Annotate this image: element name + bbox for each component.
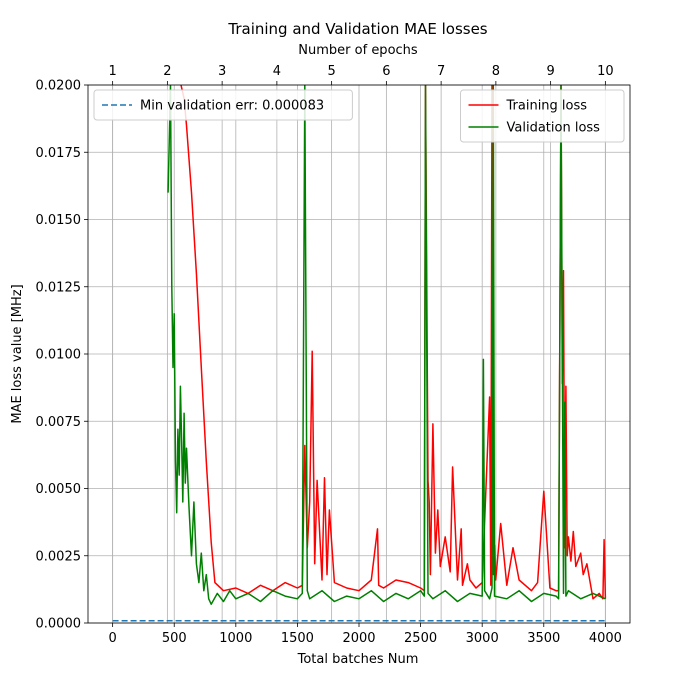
top-x-tick-label: 8 bbox=[492, 64, 500, 79]
x-tick-label: 0 bbox=[108, 631, 116, 646]
top-x-tick-label: 9 bbox=[546, 64, 554, 79]
series-layer bbox=[112, 85, 607, 622]
top-x-tick-label: 5 bbox=[327, 64, 335, 79]
top-x-axis-label: Number of epochs bbox=[298, 43, 418, 58]
legend-label: Min validation err: 0.000083 bbox=[140, 99, 324, 114]
x-axis-label: Total batches Num bbox=[297, 652, 419, 667]
x-tick-label: 3500 bbox=[527, 631, 560, 646]
y-tick-label: 0.0050 bbox=[36, 482, 82, 497]
legend-label: Training loss bbox=[506, 99, 588, 114]
y-tick-label: 0.0000 bbox=[36, 617, 82, 632]
legend-box bbox=[93, 89, 353, 121]
top-x-tick-label: 1 bbox=[108, 64, 116, 79]
top-x-tick-label: 10 bbox=[597, 64, 614, 79]
x-tick-label: 2000 bbox=[342, 631, 375, 646]
x-tick-label: 1500 bbox=[281, 631, 314, 646]
ticks: 0 500 1000 1500 2000 2500 3000 3500 4000 1 2 3 4 5 6 7 8… bbox=[36, 64, 622, 646]
top-x-tick-label: 2 bbox=[163, 64, 171, 79]
top-x-tick-label: 4 bbox=[273, 64, 281, 79]
chart-title: Training and Validation MAE losses bbox=[227, 20, 487, 38]
y-tick-label: 0.0100 bbox=[36, 348, 82, 363]
y-tick-label: 0.0125 bbox=[36, 280, 82, 295]
legend-left: Min validation err: 0.000083 bbox=[93, 89, 353, 121]
y-tick-label: 0.0075 bbox=[36, 415, 82, 430]
series-line-validation-loss bbox=[167, 85, 606, 605]
top-x-tick-label: 7 bbox=[437, 64, 445, 79]
legends: Min validation err: 0.000083 Training los… bbox=[93, 89, 625, 143]
series-line-training-loss bbox=[180, 85, 607, 600]
y-tick-label: 0.0175 bbox=[36, 146, 82, 161]
y-tick-label: 0.0150 bbox=[36, 213, 82, 228]
top-x-tick-label: 3 bbox=[218, 64, 226, 79]
x-tick-label: 3000 bbox=[466, 631, 499, 646]
y-tick-label: 0.0025 bbox=[36, 549, 82, 564]
legend-box bbox=[460, 89, 625, 143]
x-tick-label: 2500 bbox=[404, 631, 437, 646]
legend-right: Training loss Validation loss bbox=[460, 89, 625, 143]
x-tick-label: 4000 bbox=[589, 631, 622, 646]
legend-label: Validation loss bbox=[507, 121, 601, 136]
x-tick-label: 500 bbox=[162, 631, 187, 646]
x-tick-label: 1000 bbox=[219, 631, 252, 646]
y-tick-label: 0.0200 bbox=[36, 79, 82, 94]
top-x-tick-label: 6 bbox=[382, 64, 390, 79]
y-axis-label: MAE loss value [MHz] bbox=[10, 284, 25, 423]
